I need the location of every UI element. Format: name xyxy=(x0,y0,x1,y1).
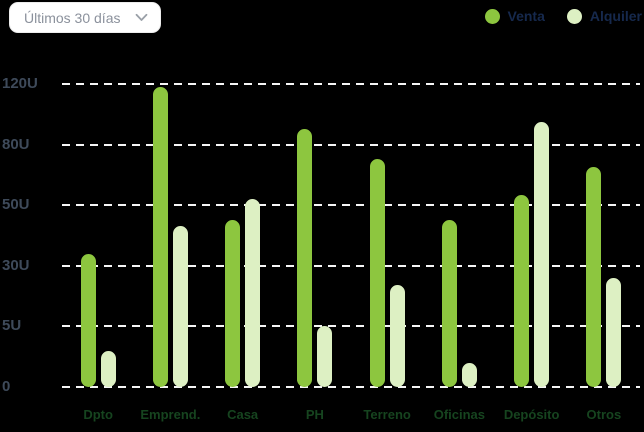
bar-alquiler-emprend[interactable] xyxy=(172,226,188,387)
period-dropdown-label: Últimos 30 días xyxy=(24,9,121,26)
x-axis-label: PH xyxy=(305,407,324,422)
bar-venta-oficinas[interactable] xyxy=(441,220,457,387)
legend-item-alquiler[interactable]: Alquiler xyxy=(566,8,642,24)
legend-dot-icon xyxy=(566,8,582,24)
bar-venta-depsito[interactable] xyxy=(514,195,530,387)
y-axis-label: 5U xyxy=(2,317,22,335)
x-axis-label: Emprend. xyxy=(140,407,201,422)
bar-venta-terreno[interactable] xyxy=(369,158,385,387)
gridline xyxy=(62,204,640,207)
gridline xyxy=(62,143,640,146)
gridline xyxy=(62,386,640,388)
legend-dot-icon xyxy=(484,8,500,24)
bar-venta-casa[interactable] xyxy=(225,220,241,387)
y-axis-label: 80U xyxy=(2,135,30,153)
bar-alquiler-oficinas[interactable] xyxy=(461,362,477,387)
bar-venta-otros[interactable] xyxy=(586,166,602,387)
gridline xyxy=(62,83,640,85)
y-axis-label: 120U xyxy=(2,75,38,92)
bar-venta-ph[interactable] xyxy=(297,129,313,387)
y-axis-label: 50U xyxy=(2,196,30,214)
bar-alquiler-dpto[interactable] xyxy=(100,350,116,387)
y-axis-label: 30U xyxy=(2,256,30,274)
x-axis-label: Oficinas xyxy=(433,407,486,422)
x-axis-label: Depósito xyxy=(503,407,560,422)
bar-alquiler-terreno[interactable] xyxy=(389,285,405,387)
bar-alquiler-ph[interactable] xyxy=(317,326,333,387)
bar-venta-dpto[interactable] xyxy=(80,253,96,387)
period-dropdown[interactable]: Últimos 30 días xyxy=(9,2,161,33)
x-axis-label: Dpto xyxy=(83,407,113,422)
gridline xyxy=(62,325,640,328)
chevron-down-icon xyxy=(135,13,148,21)
legend-label: Alquiler xyxy=(589,8,642,24)
bar-venta-emprend[interactable] xyxy=(152,87,168,387)
x-axis-label: Casa xyxy=(227,407,259,422)
gridline xyxy=(62,264,640,267)
bar-alquiler-depsito[interactable] xyxy=(534,121,550,387)
bar-alquiler-otros[interactable] xyxy=(606,277,622,387)
x-axis-label: Terreno xyxy=(363,407,411,422)
legend-item-venta[interactable]: Venta xyxy=(484,8,545,24)
y-axis-label: 0 xyxy=(2,378,11,395)
bar-alquiler-casa[interactable] xyxy=(245,199,261,387)
plot-area xyxy=(62,83,640,388)
legend: Venta Alquiler xyxy=(484,8,642,24)
legend-label: Venta xyxy=(507,8,545,24)
x-axis-label: Otros xyxy=(586,407,622,422)
